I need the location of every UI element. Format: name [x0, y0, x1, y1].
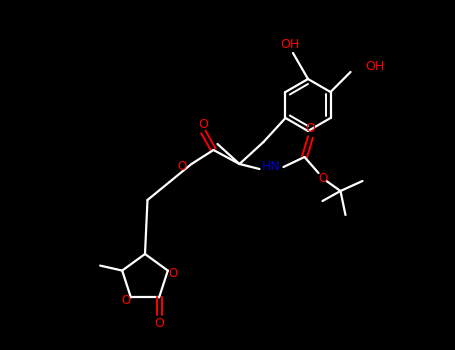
Text: O: O: [198, 119, 208, 132]
Text: HN: HN: [262, 161, 281, 174]
Text: OH: OH: [365, 60, 385, 72]
Text: OH: OH: [280, 37, 300, 50]
Text: O: O: [319, 172, 328, 184]
Text: O: O: [178, 161, 187, 174]
Text: O: O: [121, 294, 131, 307]
Text: O: O: [306, 122, 315, 135]
Text: O: O: [168, 267, 177, 280]
Text: O: O: [154, 317, 164, 330]
